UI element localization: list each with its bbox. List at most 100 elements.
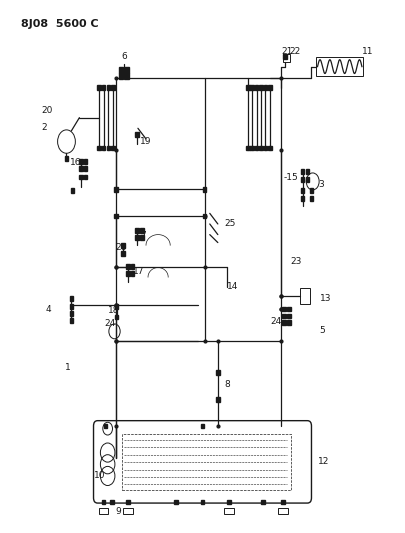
Bar (216, 397, 220, 402)
Bar (301, 196, 305, 201)
Bar (70, 311, 73, 316)
Bar (288, 313, 291, 318)
Bar (316, 57, 363, 76)
Bar (111, 85, 115, 90)
Bar (70, 318, 73, 323)
Bar (102, 85, 105, 90)
Bar (246, 146, 249, 150)
Bar (282, 313, 286, 318)
Bar (104, 424, 107, 429)
Bar (135, 132, 139, 136)
Bar (201, 424, 204, 429)
Bar (126, 264, 130, 269)
Bar (115, 304, 118, 309)
Bar (122, 434, 291, 490)
Bar (126, 271, 130, 276)
Text: 7: 7 (140, 231, 146, 240)
Text: 9: 9 (116, 506, 121, 515)
Bar (268, 85, 272, 90)
Text: 1: 1 (64, 363, 70, 372)
Bar (124, 73, 129, 79)
Bar (268, 146, 272, 150)
Text: 24: 24 (105, 319, 116, 328)
Bar (107, 146, 110, 150)
Bar (250, 146, 254, 150)
Text: 14: 14 (227, 282, 238, 291)
Bar (283, 54, 290, 62)
Bar (202, 187, 206, 192)
Text: -15: -15 (283, 173, 298, 182)
Text: 11: 11 (362, 47, 373, 55)
Text: 18: 18 (108, 305, 119, 314)
Bar (278, 508, 288, 514)
Text: 6: 6 (121, 52, 127, 61)
Text: 25: 25 (225, 220, 236, 229)
Text: 4: 4 (46, 304, 51, 313)
Text: 12: 12 (318, 457, 329, 466)
Bar (119, 73, 123, 79)
Text: 20: 20 (41, 106, 52, 115)
Bar (84, 175, 87, 179)
Bar (175, 499, 178, 504)
Bar (135, 235, 139, 240)
Bar (70, 296, 73, 301)
Bar (300, 288, 310, 304)
Bar (135, 228, 139, 233)
Bar (84, 166, 87, 171)
Text: 3: 3 (319, 180, 324, 189)
Bar (71, 188, 74, 192)
Bar (224, 508, 234, 514)
Bar (255, 85, 258, 90)
Bar (140, 235, 144, 240)
Bar (310, 196, 313, 201)
Bar (140, 228, 144, 233)
Bar (259, 85, 263, 90)
Bar (227, 499, 230, 504)
Bar (97, 85, 100, 90)
Text: 16: 16 (70, 158, 82, 167)
Text: 2: 2 (41, 123, 47, 132)
Bar (124, 67, 129, 72)
Bar (261, 499, 265, 504)
Text: 5: 5 (320, 326, 325, 335)
Bar (115, 314, 118, 319)
Bar (246, 85, 249, 90)
Bar (102, 499, 105, 504)
Bar (97, 146, 100, 150)
Bar (102, 146, 105, 150)
Bar (65, 156, 68, 161)
Bar (259, 146, 263, 150)
Bar (70, 304, 73, 309)
Bar (110, 499, 113, 504)
Bar (284, 54, 287, 59)
Bar (131, 271, 134, 276)
Text: 24: 24 (270, 317, 281, 326)
Bar (306, 169, 309, 174)
Text: 8J08  5600 C: 8J08 5600 C (21, 19, 98, 29)
Bar (288, 306, 291, 311)
Bar (264, 146, 267, 150)
Bar (84, 159, 87, 164)
Bar (121, 243, 125, 248)
Text: 10: 10 (94, 471, 106, 480)
Bar (126, 499, 130, 504)
Bar (264, 85, 267, 90)
Bar (107, 85, 110, 90)
Bar (282, 320, 286, 325)
Text: 23: 23 (290, 257, 302, 265)
Text: 8: 8 (225, 380, 230, 389)
Bar (281, 499, 285, 504)
Bar (99, 508, 109, 514)
Bar (79, 166, 83, 171)
Text: 13: 13 (320, 294, 331, 303)
Text: 26: 26 (115, 244, 126, 253)
Bar (119, 67, 123, 72)
Bar (301, 188, 305, 193)
Bar (121, 251, 125, 256)
Bar (310, 188, 313, 193)
Bar (288, 320, 291, 325)
Bar (282, 306, 286, 311)
Bar (201, 499, 204, 504)
Bar (114, 187, 117, 192)
Bar (301, 177, 305, 182)
